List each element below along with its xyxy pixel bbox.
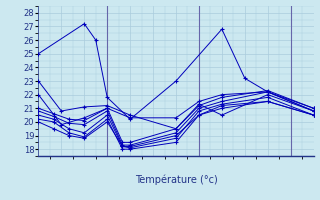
X-axis label: Température (°c): Température (°c) [135,175,217,185]
